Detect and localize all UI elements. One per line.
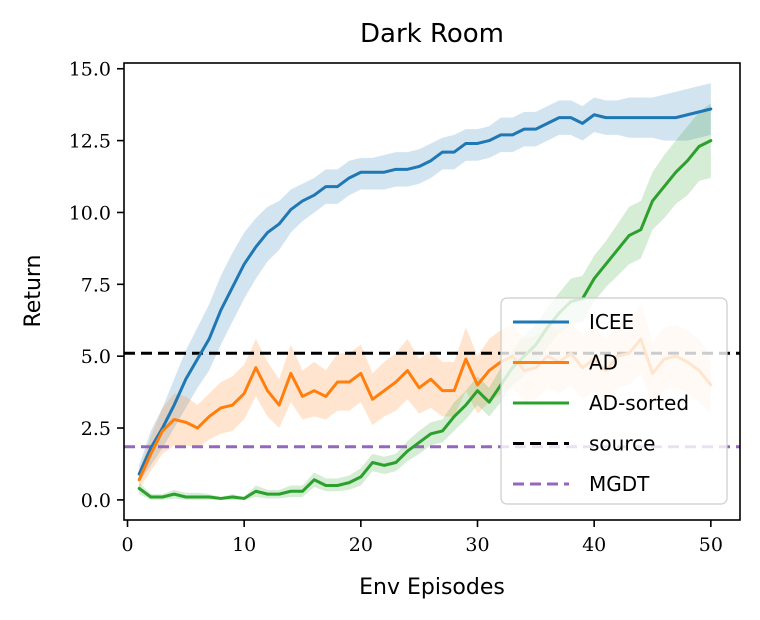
x-axis-label: Env Episodes: [359, 575, 505, 600]
series-line-icee: [137, 107, 713, 476]
y-axis-label: Return: [21, 254, 46, 327]
x-tick-label: 30: [465, 534, 489, 556]
chart-title: Dark Room: [360, 19, 504, 49]
y-tick-label: 15.0: [69, 59, 111, 81]
y-tick-label: 0.0: [81, 490, 111, 512]
legend: ICEE AD AD-sorted source MGDT: [500, 297, 728, 505]
legend-label-source: source: [589, 432, 655, 456]
plot-frame: [123, 62, 741, 521]
y-tick-label: 12.5: [69, 131, 111, 153]
legend-box: [500, 297, 728, 505]
y-tick-label: 10.0: [69, 202, 111, 224]
x-tick-label: 0: [121, 534, 133, 556]
y-tick-label: 7.5: [81, 274, 111, 296]
legend-label-ad-sorted: AD-sorted: [589, 391, 689, 415]
legend-label-mgdt: MGDT: [589, 472, 650, 496]
y-axis-ticks: 0.0 2.5 5.0 7.5 10.0 12.5 15.0: [69, 59, 124, 512]
x-axis-ticks: 0 10 20 30 40 50: [121, 520, 723, 556]
series-line-ad-sorted: [137, 139, 713, 500]
legend-label-icee: ICEE: [589, 310, 634, 334]
y-tick-label: 5.0: [81, 346, 111, 368]
x-tick-label: 50: [699, 534, 723, 556]
x-tick-label: 10: [232, 534, 256, 556]
x-tick-label: 20: [349, 534, 373, 556]
x-tick-label: 40: [582, 534, 606, 556]
legend-label-ad: AD: [589, 351, 618, 375]
y-tick-label: 2.5: [81, 418, 111, 440]
